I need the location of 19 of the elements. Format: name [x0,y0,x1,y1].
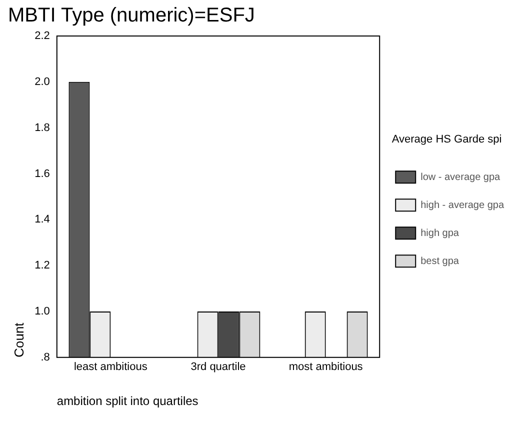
y-axis-title: Count [11,322,26,358]
y-tick-label: 1.8 [34,122,50,134]
y-tick-label: 1.0 [34,306,50,318]
y-tick-label: 1.6 [34,168,50,180]
x-tick-label: least ambitious [74,361,148,374]
y-tick-label: 2.2 [34,30,50,42]
x-axis-title: ambition split into quartiles [56,394,198,408]
x-tick-label: most ambitious [288,361,364,374]
y-tick-label: .8 [40,351,50,364]
legend-label: high gpa [420,228,460,239]
chart-title: MBTI Type (numeric)=ESFJ [8,4,255,27]
y-tick-label: 1.2 [34,260,50,272]
y-tick-label: 1.4 [34,214,50,226]
legend-title: Average HS Garde spi [392,133,502,146]
y-tick-label: 2.0 [34,76,50,88]
legend-label: best gpa [420,256,460,267]
x-tick-label: 3rd quartile [190,361,246,374]
legend-label: low - average gpa [420,172,501,183]
legend-label: high - average gpa [420,200,504,211]
